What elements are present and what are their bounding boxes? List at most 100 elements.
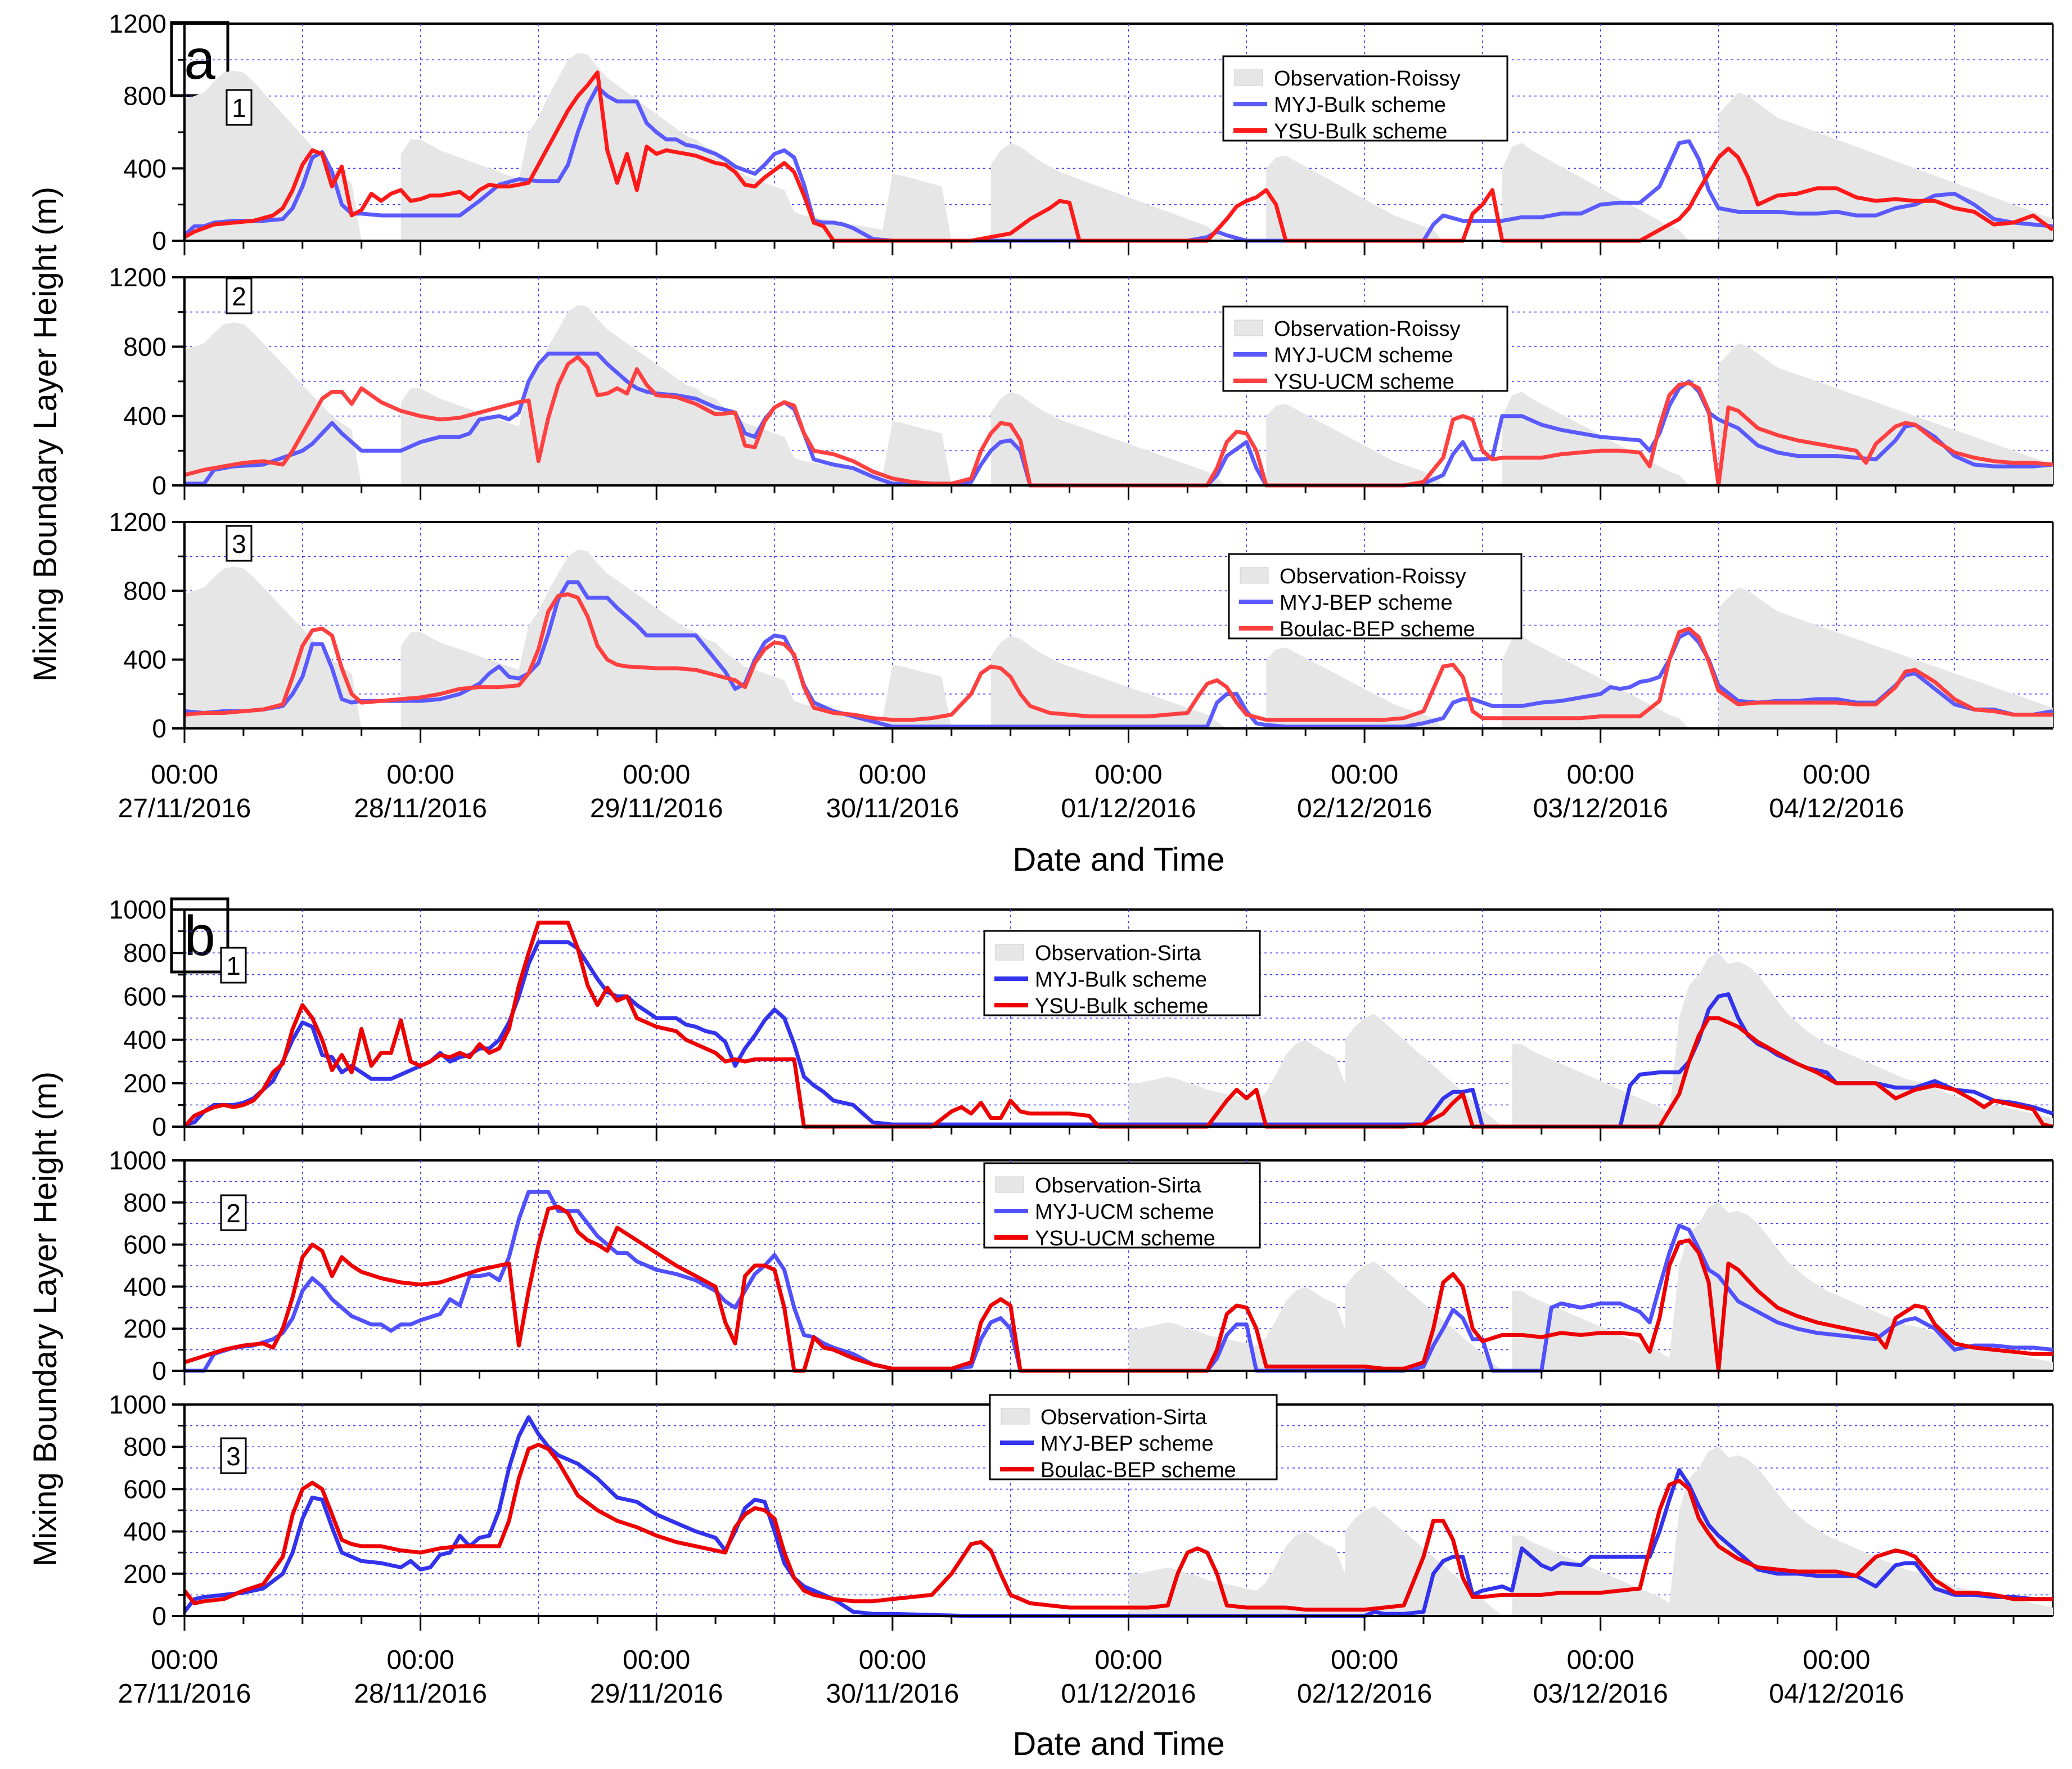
x-tick-time: 00:00 [623, 760, 690, 790]
legend-box [983, 930, 1261, 1016]
y-tick-label: 0 [152, 226, 166, 255]
legend-label: YSU-Bulk scheme [1035, 994, 1208, 1018]
x-tick-date: 02/12/2016 [1297, 1679, 1432, 1709]
subplot-number-box [226, 277, 253, 314]
y-tick-label: 800 [123, 82, 166, 111]
x-tick-date: 30/11/2016 [826, 1679, 960, 1709]
y-tick-label: 800 [123, 332, 166, 361]
subplot-b3: 0 200 400 600 800 1000 3 Observation-Sirta MYJ-B… [109, 1390, 2054, 1631]
legend-label: Observation-Roissy [1280, 565, 1466, 588]
x-tick-time: 00:00 [1094, 1645, 1162, 1675]
subplot-number-box [220, 1194, 247, 1231]
x-tick-date: 03/12/2016 [1533, 1679, 1668, 1709]
subplot-a3: 0 400 800 1200 3 Observation-Roissy MYJ-BEP sc… [109, 507, 2054, 743]
legend: Observation-Sirta MYJ-Bulk schemeYSU-Bulk… [983, 930, 1261, 1018]
legend-swatch [1240, 567, 1269, 584]
series-line-2 [183, 1204, 2053, 1373]
legend-label: YSU-UCM scheme [1274, 370, 1454, 394]
y-tick-label: 0 [152, 1356, 166, 1385]
y-tick-label: 1200 [109, 263, 166, 292]
series-line-1 [183, 1415, 2053, 1618]
x-tick-time: 00:00 [1094, 760, 1162, 790]
legend-label: MYJ-Bulk scheme [1274, 93, 1446, 117]
y-tick-label: 400 [123, 1517, 166, 1546]
x-tick-date: 04/12/2016 [1769, 1679, 1904, 1709]
y-tick-label: 600 [123, 1474, 166, 1504]
legend-label: MYJ-BEP scheme [1040, 1432, 1214, 1456]
x-tick-date: 01/12/2016 [1061, 794, 1196, 823]
x-tick-time: 00:00 [859, 1645, 926, 1675]
legend-box [1222, 55, 1508, 142]
x-tick-time: 00:00 [1331, 1645, 1398, 1675]
subplot-number: 3 [226, 1442, 241, 1471]
panel-label: a [184, 28, 215, 91]
legend-label: MYJ-BEP scheme [1280, 591, 1453, 615]
subplot-number: 2 [226, 1199, 241, 1228]
x-tick-labels: 00:00 27/11/2016 00:00 28/11/2016 00:00 29/11… [118, 760, 1904, 823]
legend: Observation-Sirta MYJ-BEP scheme Boulac-BE… [989, 1394, 1278, 1482]
x-tick-time: 00:00 [1567, 1645, 1634, 1675]
legend-box [1228, 553, 1523, 640]
legend-box [989, 1394, 1278, 1480]
legend-label: Boulac-BEP scheme [1280, 618, 1475, 641]
legend-label: Observation-Roissy [1274, 67, 1461, 91]
y-tick-label: 0 [152, 471, 166, 500]
subplot-number: 2 [232, 282, 246, 311]
legend-swatch [1234, 319, 1263, 336]
y-tick-label: 400 [123, 402, 166, 431]
x-tick-time: 00:00 [1331, 760, 1398, 790]
legend-label: Observation-Roissy [1274, 317, 1461, 341]
legend-label: MYJ-UCM scheme [1274, 344, 1453, 367]
legend-label: Observation-Sirta [1035, 942, 1202, 965]
legend-label: MYJ-UCM scheme [1035, 1200, 1214, 1224]
series-line-2 [184, 355, 2053, 488]
x-tick-time: 00:00 [151, 1645, 218, 1675]
observation-area [1128, 953, 2053, 1127]
subplot-number: 3 [232, 529, 246, 559]
legend: Observation-Roissy MYJ-UCM scheme YSU-UCM … [1222, 305, 1508, 394]
panel-b: b Mixing Boundary Layer Height (m) 00:00… [27, 897, 1904, 1762]
y-tick-label: 600 [123, 1230, 166, 1259]
x-tick-time: 00:00 [1803, 1645, 1870, 1675]
observation-area [184, 549, 2053, 728]
x-tick-date: 27/11/2016 [118, 1679, 251, 1709]
observation-area [1128, 1447, 2053, 1616]
y-tick-label: 1200 [109, 507, 166, 537]
x-axis-label: Date and Time [1012, 1726, 1224, 1762]
y-tick-label: 0 [152, 1112, 166, 1141]
x-tick-time: 00:00 [623, 1645, 690, 1675]
y-tick-label: 1000 [109, 895, 166, 924]
subplot-number-box [220, 947, 247, 984]
x-tick-date: 29/11/2016 [590, 794, 723, 823]
legend-swatch [1001, 1408, 1030, 1425]
legend-label: YSU-UCM scheme [1035, 1227, 1215, 1250]
y-tick-label: 600 [123, 982, 166, 1011]
x-tick-date: 29/11/2016 [590, 1679, 723, 1709]
subplot-a2: 0 400 800 1200 2 Observation-Roissy MYJ-UCM sc… [109, 263, 2054, 500]
y-axis-label: Mixing Boundary Layer Height (m) [27, 187, 64, 682]
series-line-2 [183, 70, 2055, 243]
legend-label: Boulac-BEP scheme [1040, 1459, 1236, 1482]
x-tick-time: 00:00 [859, 760, 926, 790]
y-tick-label: 400 [123, 645, 166, 674]
x-axis-label: Date and Time [1012, 841, 1224, 878]
x-tick-date: 02/12/2016 [1297, 794, 1432, 823]
y-axis-label: Mixing Boundary Layer Height (m) [27, 1072, 64, 1567]
series-line-1 [184, 1190, 2053, 1373]
subplot-number-box [226, 89, 253, 126]
panel-label: b [184, 904, 215, 967]
series-line-2 [183, 920, 2053, 1129]
panel-a: a Mixing Boundary Layer Height (m) 00:00… [27, 21, 1904, 878]
y-tick-label: 800 [123, 576, 166, 605]
subplot-b2: 0 200 400 600 800 1000 2 Observation-SirtaMYJ-U… [109, 1146, 2054, 1385]
x-tick-date: 03/12/2016 [1533, 794, 1668, 823]
y-tick-label: 200 [123, 1314, 166, 1343]
y-tick-label: 800 [123, 1432, 166, 1461]
subplot-number-box [220, 1437, 247, 1474]
x-tick-date: 28/11/2016 [354, 794, 487, 823]
